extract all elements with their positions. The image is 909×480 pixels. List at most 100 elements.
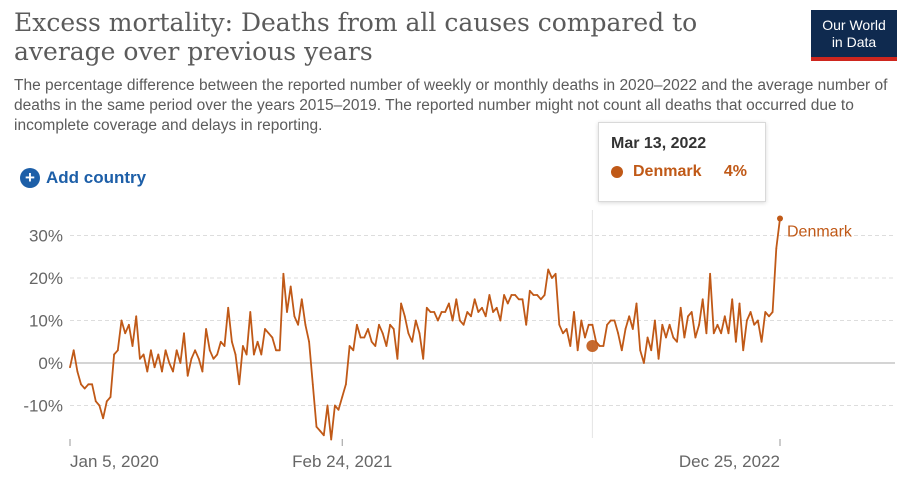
y-tick-label: -10% bbox=[23, 397, 63, 416]
data-point bbox=[569, 345, 572, 347]
y-tick-label: 30% bbox=[29, 227, 63, 246]
data-point bbox=[161, 370, 163, 373]
data-point bbox=[639, 349, 642, 352]
data-point bbox=[304, 323, 307, 326]
chart-title: Excess mortality: Deaths from all causes… bbox=[14, 8, 698, 66]
tooltip-series-name: Denmark bbox=[633, 163, 702, 180]
data-point bbox=[330, 438, 333, 441]
data-point bbox=[562, 332, 564, 335]
data-point bbox=[322, 434, 325, 437]
data-point bbox=[289, 285, 292, 288]
data-point bbox=[275, 349, 277, 352]
data-point bbox=[672, 336, 675, 339]
y-tick-label: 20% bbox=[29, 269, 63, 288]
data-point bbox=[411, 340, 414, 343]
data-point bbox=[341, 396, 344, 398]
data-point bbox=[127, 323, 130, 326]
data-point bbox=[532, 294, 535, 296]
data-point bbox=[727, 332, 730, 335]
data-point bbox=[256, 340, 259, 343]
data-point bbox=[175, 349, 178, 352]
data-point bbox=[219, 340, 222, 343]
data-point bbox=[573, 311, 575, 313]
data-point bbox=[712, 332, 715, 335]
data-point bbox=[370, 340, 373, 343]
data-point bbox=[734, 340, 737, 343]
data-point bbox=[613, 319, 616, 322]
x-tick-label: Dec 25, 2022 bbox=[679, 452, 780, 471]
data-point bbox=[731, 298, 734, 301]
data-point bbox=[676, 340, 678, 343]
data-point bbox=[517, 298, 520, 301]
data-point bbox=[624, 328, 627, 330]
data-point bbox=[440, 311, 443, 313]
x-tick-label: Feb 24, 2021 bbox=[292, 452, 392, 471]
data-point bbox=[738, 302, 741, 305]
data-point bbox=[392, 328, 395, 330]
owid-logo[interactable]: Our World in Data bbox=[811, 10, 897, 61]
data-point bbox=[646, 336, 649, 339]
data-point bbox=[245, 353, 248, 356]
logo-line-1: Our World bbox=[822, 17, 886, 33]
data-point bbox=[230, 340, 233, 343]
data-point bbox=[716, 323, 719, 326]
data-point bbox=[683, 336, 686, 339]
data-point bbox=[345, 383, 347, 386]
data-point bbox=[455, 298, 458, 301]
data-point bbox=[396, 357, 399, 360]
data-point bbox=[598, 345, 601, 347]
add-country-label: Add country bbox=[46, 168, 147, 187]
data-point bbox=[116, 349, 119, 352]
data-point bbox=[775, 247, 778, 250]
data-point bbox=[698, 323, 700, 326]
data-point bbox=[528, 289, 531, 292]
chart-subtitle: The percentage difference between the re… bbox=[14, 77, 888, 134]
data-point bbox=[488, 294, 491, 296]
data-point bbox=[150, 349, 152, 352]
data-point bbox=[492, 311, 494, 313]
data-point bbox=[356, 323, 358, 326]
y-tick-label: 10% bbox=[29, 312, 63, 331]
data-point bbox=[363, 336, 366, 339]
data-point bbox=[628, 315, 631, 318]
data-point bbox=[113, 353, 116, 356]
data-point bbox=[576, 349, 579, 352]
data-point bbox=[120, 319, 123, 322]
data-point bbox=[539, 298, 542, 301]
data-point bbox=[297, 323, 299, 326]
data-point bbox=[753, 323, 756, 326]
data-point bbox=[473, 298, 476, 301]
data-point bbox=[153, 366, 156, 369]
data-point bbox=[642, 362, 645, 364]
series-end-label: Denmark bbox=[787, 224, 853, 241]
tooltip-series-dot bbox=[611, 166, 623, 178]
add-country-button[interactable]: + Add country bbox=[20, 168, 146, 188]
data-point bbox=[506, 302, 509, 305]
data-point bbox=[687, 315, 689, 318]
data-point bbox=[657, 357, 660, 360]
data-point bbox=[105, 400, 108, 403]
data-point bbox=[422, 357, 425, 360]
data-point bbox=[444, 311, 447, 313]
data-point bbox=[631, 328, 634, 330]
data-point bbox=[745, 319, 748, 322]
tooltip-value: 4% bbox=[723, 163, 747, 180]
data-point bbox=[466, 311, 469, 313]
data-point bbox=[742, 349, 745, 352]
data-point bbox=[319, 430, 322, 432]
data-point bbox=[212, 357, 215, 360]
data-point bbox=[525, 323, 528, 326]
y-tick-label: 0% bbox=[38, 354, 63, 373]
data-point bbox=[367, 328, 369, 330]
data-point bbox=[80, 383, 82, 386]
highlight-point bbox=[586, 340, 599, 352]
data-point bbox=[311, 383, 314, 386]
data-point bbox=[635, 302, 638, 305]
data-point bbox=[536, 294, 539, 296]
data-point bbox=[470, 315, 472, 318]
data-point bbox=[665, 336, 667, 339]
data-point bbox=[654, 319, 656, 322]
data-point bbox=[620, 349, 623, 352]
plus-circle-icon: + bbox=[20, 168, 40, 188]
